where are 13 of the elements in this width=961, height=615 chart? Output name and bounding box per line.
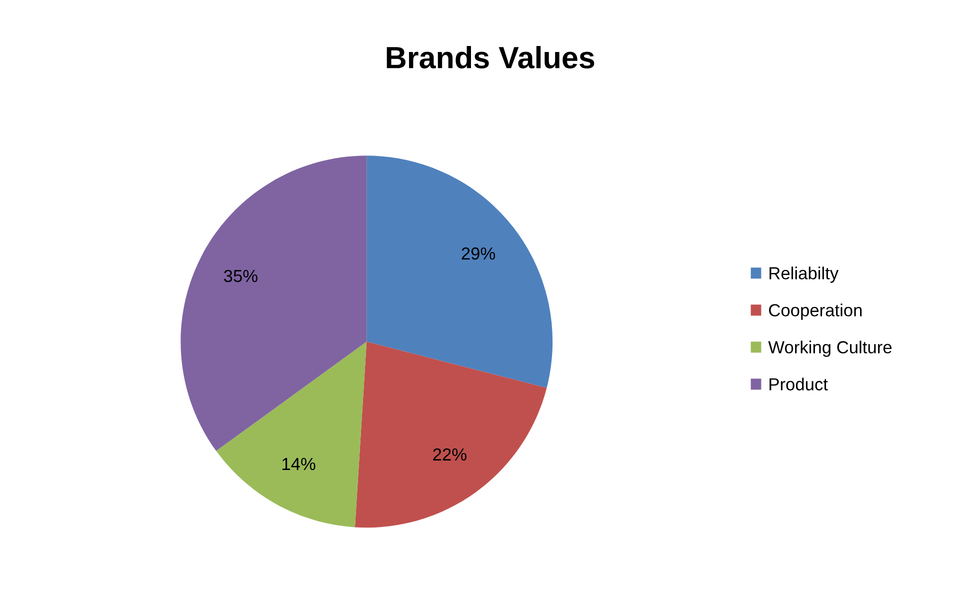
data-label: 14% <box>282 458 316 470</box>
legend-label: Working Culture <box>768 340 892 357</box>
legend-label: Reliabilty <box>770 266 839 283</box>
data-label: 22% <box>433 448 466 461</box>
pie-slice <box>180 156 367 451</box>
legend-label: Cooperation <box>769 304 862 320</box>
legend-label: Product <box>770 378 828 390</box>
pie-slice <box>354 342 547 528</box>
chart-title: Brands Values <box>386 46 594 68</box>
data-label: 35% <box>224 270 258 282</box>
pie-slice <box>366 156 553 388</box>
pie-slice <box>216 342 367 528</box>
data-label: 29% <box>462 247 496 260</box>
